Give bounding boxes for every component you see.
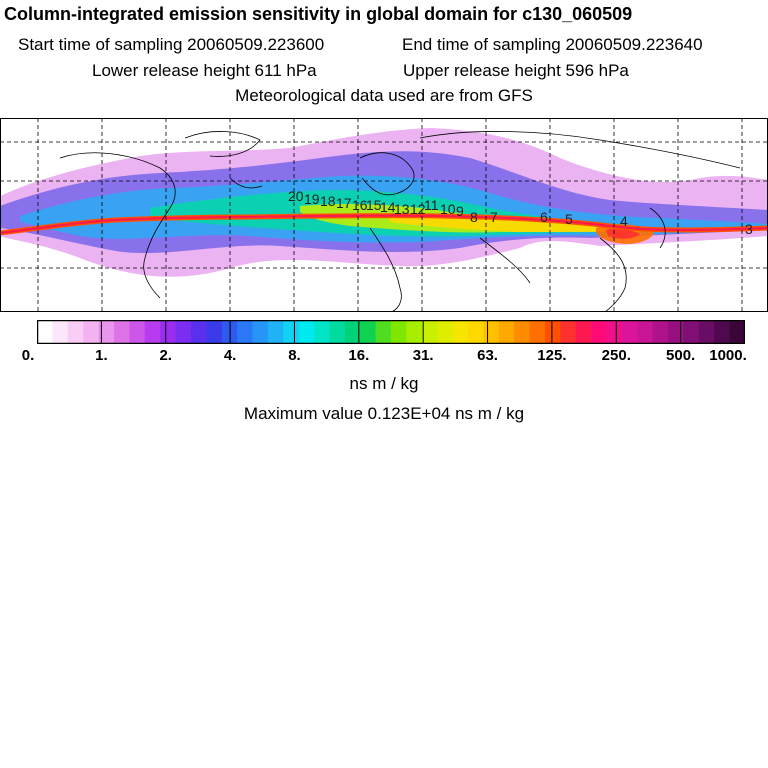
colorbar-swatch [575, 320, 592, 344]
colorbar-tick-label: 4. [223, 347, 237, 364]
colorbar-tick-label: 500. [666, 347, 696, 364]
plume-field [0, 128, 768, 277]
colorbar-swatch [498, 320, 515, 344]
colorbar-swatch [160, 320, 177, 344]
colorbar-swatch [175, 320, 192, 344]
trajectory-label: 6 [540, 209, 548, 225]
colorbar-swatch [206, 320, 223, 344]
colorbar-swatch [529, 320, 546, 344]
lower-release-label: Lower release height 611 hPa [92, 61, 317, 80]
colorbar-swatch [344, 320, 361, 344]
colorbar-swatch [467, 320, 484, 344]
colorbar-swatch [129, 320, 146, 344]
colorbar-swatch [391, 320, 407, 344]
trajectory-label: 20 [288, 188, 304, 204]
lat-lon-grid [0, 118, 768, 312]
colorbar-swatch [329, 320, 346, 344]
colorbar-swatch [375, 320, 392, 344]
colorbar-swatch [698, 320, 715, 344]
colorbar-swatch [98, 320, 115, 344]
trajectory-label: 3 [745, 221, 753, 237]
colorbar-swatch [683, 320, 700, 344]
end-time-label: End time of sampling 20060509.223640 [402, 35, 703, 54]
trajectory-label: 5 [565, 211, 573, 227]
colorbar-swatch [252, 320, 269, 344]
colorbar-swatch [190, 320, 207, 344]
colorbar-swatch [652, 320, 669, 344]
start-time-label: Start time of sampling 20060509.223600 [18, 35, 325, 54]
colorbar-swatch [144, 320, 161, 344]
colorbar-swatch [637, 320, 654, 344]
trajectory-label: 7 [490, 209, 498, 225]
trajectory-label: 19 [304, 191, 320, 207]
colorbar-swatch [421, 320, 438, 344]
trajectory-label: 17 [336, 195, 352, 211]
colorbar-swatch [483, 320, 500, 344]
colorbar-swatch [560, 320, 577, 344]
trajectory-label: 15 [366, 197, 382, 213]
colorbar-swatch [621, 320, 638, 344]
trajectory-label: 12 [410, 201, 426, 217]
colorbar-swatch [452, 320, 469, 344]
trajectory-line [0, 213, 768, 236]
colorbar-swatch [237, 320, 254, 344]
maximum-value-label: Maximum value 0.123E+04 ns m / kg [243, 404, 525, 423]
colorbar-tick-label: 250. [601, 347, 631, 364]
colorbar-swatch [283, 320, 300, 344]
colorbar-swatch [437, 320, 454, 344]
colorbar-tick-label: 0. [21, 347, 35, 364]
colorbar-tick-label: 63. [477, 347, 498, 364]
colorbar-tick-label: 1000. [709, 347, 747, 364]
colorbar-tick-label: 16. [348, 347, 370, 364]
colorbar-swatch [668, 320, 685, 344]
colorbar-swatch [267, 320, 284, 344]
colorbar-swatch [314, 320, 331, 344]
plot-title: Column-integrated emission sensitivity i… [4, 4, 633, 24]
trajectory-label: 8 [470, 209, 478, 225]
colorbar-tick-label: 8. [288, 347, 301, 364]
upper-release-label: Upper release height 596 hPa [403, 61, 629, 80]
met-data-label: Meteorological data used are from GFS [235, 86, 533, 105]
colorbar-tick-label: 2. [159, 347, 172, 364]
trajectory-label: 4 [620, 213, 628, 229]
colorbar-swatch [406, 320, 423, 344]
colorbar-swatch [606, 320, 623, 344]
colorbar-swatch [52, 320, 69, 344]
colorbar-swatch [67, 320, 84, 344]
colorbar-swatch [83, 320, 100, 344]
colorbar-swatch [298, 320, 315, 344]
colorbar-swatch [544, 320, 561, 344]
colorbar-swatch [591, 320, 608, 344]
colorbar-tick-label: 31. [412, 347, 434, 364]
colorbar-tick-label: 1. [95, 347, 108, 364]
colorbar-swatch [113, 320, 130, 344]
colorbar-swatch [37, 320, 53, 344]
trajectory-label: 16 [352, 197, 368, 213]
colorbar-swatch [729, 320, 745, 344]
colorbar-tick-label: 125. [537, 347, 567, 364]
colorbar-swatch [514, 320, 531, 344]
colorbar-units: ns m / kg [349, 374, 419, 393]
colorbar [37, 320, 745, 344]
trajectory-label: 14 [380, 199, 396, 215]
colorbar-swatch [714, 320, 731, 344]
trajectory-label: 13 [394, 201, 410, 217]
trajectory-label: 9 [456, 203, 464, 219]
trajectory-label: 18 [320, 193, 336, 209]
trajectory-label: 11 [424, 197, 439, 213]
colorbar-swatch [360, 320, 377, 344]
trajectory-label: 10 [440, 201, 456, 217]
